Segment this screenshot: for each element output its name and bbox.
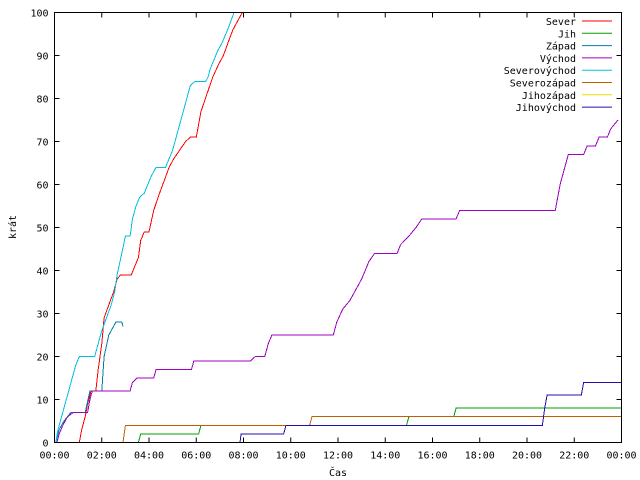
series-line-7 — [239, 381, 622, 443]
series-line-3 — [56, 119, 619, 443]
x-axis: 00:00 02:00 04:00 06:00 08:00 10:00 12:00 14:00… — [39, 12, 637, 462]
x-tick-label: 00:00 — [606, 451, 636, 462]
x-tick-label: 06:00 — [181, 451, 211, 462]
x-tick-label: 12:00 — [323, 451, 353, 462]
legend-label: Jihozápad — [522, 90, 576, 102]
y-tick-label: 80 — [36, 95, 48, 106]
x-tick-label: 18:00 — [465, 451, 495, 462]
legend-label: Sever — [546, 17, 576, 28]
x-tick-label: 02:00 — [87, 451, 117, 462]
y-tick-label: 60 — [36, 181, 48, 192]
series-line-4 — [55, 12, 235, 443]
x-tick-label: 10:00 — [276, 451, 306, 462]
legend-label: Jih — [558, 29, 576, 40]
x-tick-label: 22:00 — [559, 451, 589, 462]
legend-label: Jihovýchod — [516, 102, 576, 114]
y-tick-label: 10 — [36, 396, 48, 407]
y-tick-label: 20 — [36, 353, 48, 364]
x-tick-label: 14:00 — [370, 451, 400, 462]
x-tick-label: 00:00 — [39, 451, 69, 462]
x-tick-label: 16:00 — [417, 451, 447, 462]
y-tick-label: 90 — [36, 52, 48, 63]
y-tick-label: 50 — [36, 224, 48, 235]
x-tick-label: 08:00 — [228, 451, 258, 462]
series-layer — [55, 12, 622, 443]
y-tick-label: 30 — [36, 310, 48, 321]
y-tick-label: 40 — [36, 267, 48, 278]
legend: SeverJihZápadVýchodSeverovýchodSeverozáp… — [504, 17, 612, 114]
legend-label: Západ — [546, 41, 576, 53]
legend-label: Severovýchod — [504, 65, 576, 77]
y-tick-label: 70 — [36, 138, 48, 149]
y-tick-label: 100 — [30, 9, 48, 20]
series-line-0 — [78, 12, 243, 443]
y-tick-label: 0 — [42, 439, 48, 450]
x-tick-label: 20:00 — [512, 451, 542, 462]
y-axis-title: krát — [7, 215, 19, 239]
y-axis: 0 10 20 30 40 50 60 70 80 90 100 — [30, 9, 622, 450]
legend-label: Severozápad — [510, 78, 576, 90]
x-tick-label: 04:00 — [134, 451, 164, 462]
x-axis-title: Čas — [329, 466, 347, 479]
legend-label: Východ — [540, 53, 576, 65]
